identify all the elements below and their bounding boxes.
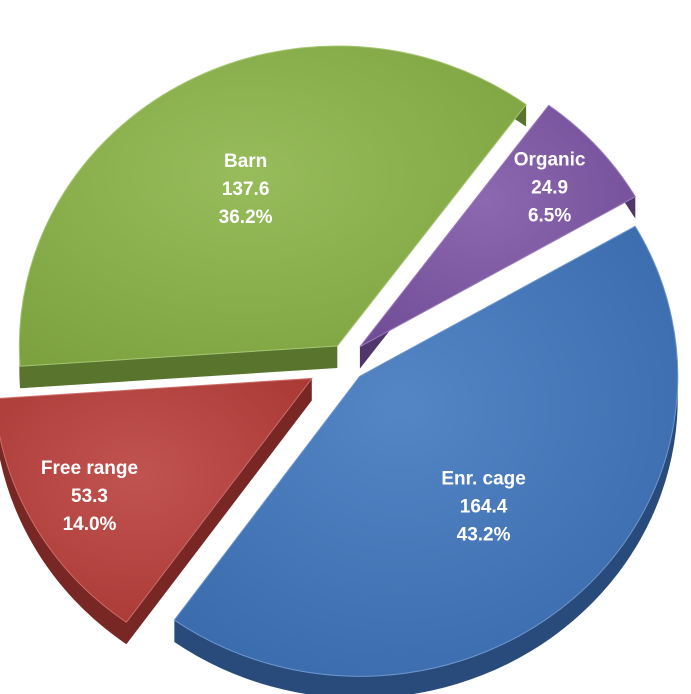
pie-slice-tops [0,45,679,677]
pie-slice-barn[interactable] [18,45,527,367]
slice-name-label: Organic [514,150,586,171]
slice-name-label: Barn [224,151,267,172]
pie-slice-labels: Enr. cage 164.4 43.2% Free range 53.3 14.0% Ba… [41,150,586,546]
slice-value-label: 137.6 [222,179,270,200]
slice-name-label: Enr. cage [441,468,526,489]
slice-percent-label: 43.2% [457,524,511,545]
pie-slice-enr-cage[interactable] [173,225,679,677]
slice-value-label: 24.9 [531,178,568,199]
slice-percent-label: 14.0% [63,514,117,535]
pie-slice-free-range[interactable] [0,377,313,623]
pie-slice-organic[interactable] [359,104,637,348]
slice-value-label: 164.4 [460,496,508,517]
slice-percent-label: 6.5% [528,206,571,227]
slice-value-label: 53.3 [71,486,108,507]
slice-name-label: Free range [41,458,138,479]
slice-percent-label: 36.2% [219,207,273,228]
pie-slice-side-free-range [0,378,312,645]
